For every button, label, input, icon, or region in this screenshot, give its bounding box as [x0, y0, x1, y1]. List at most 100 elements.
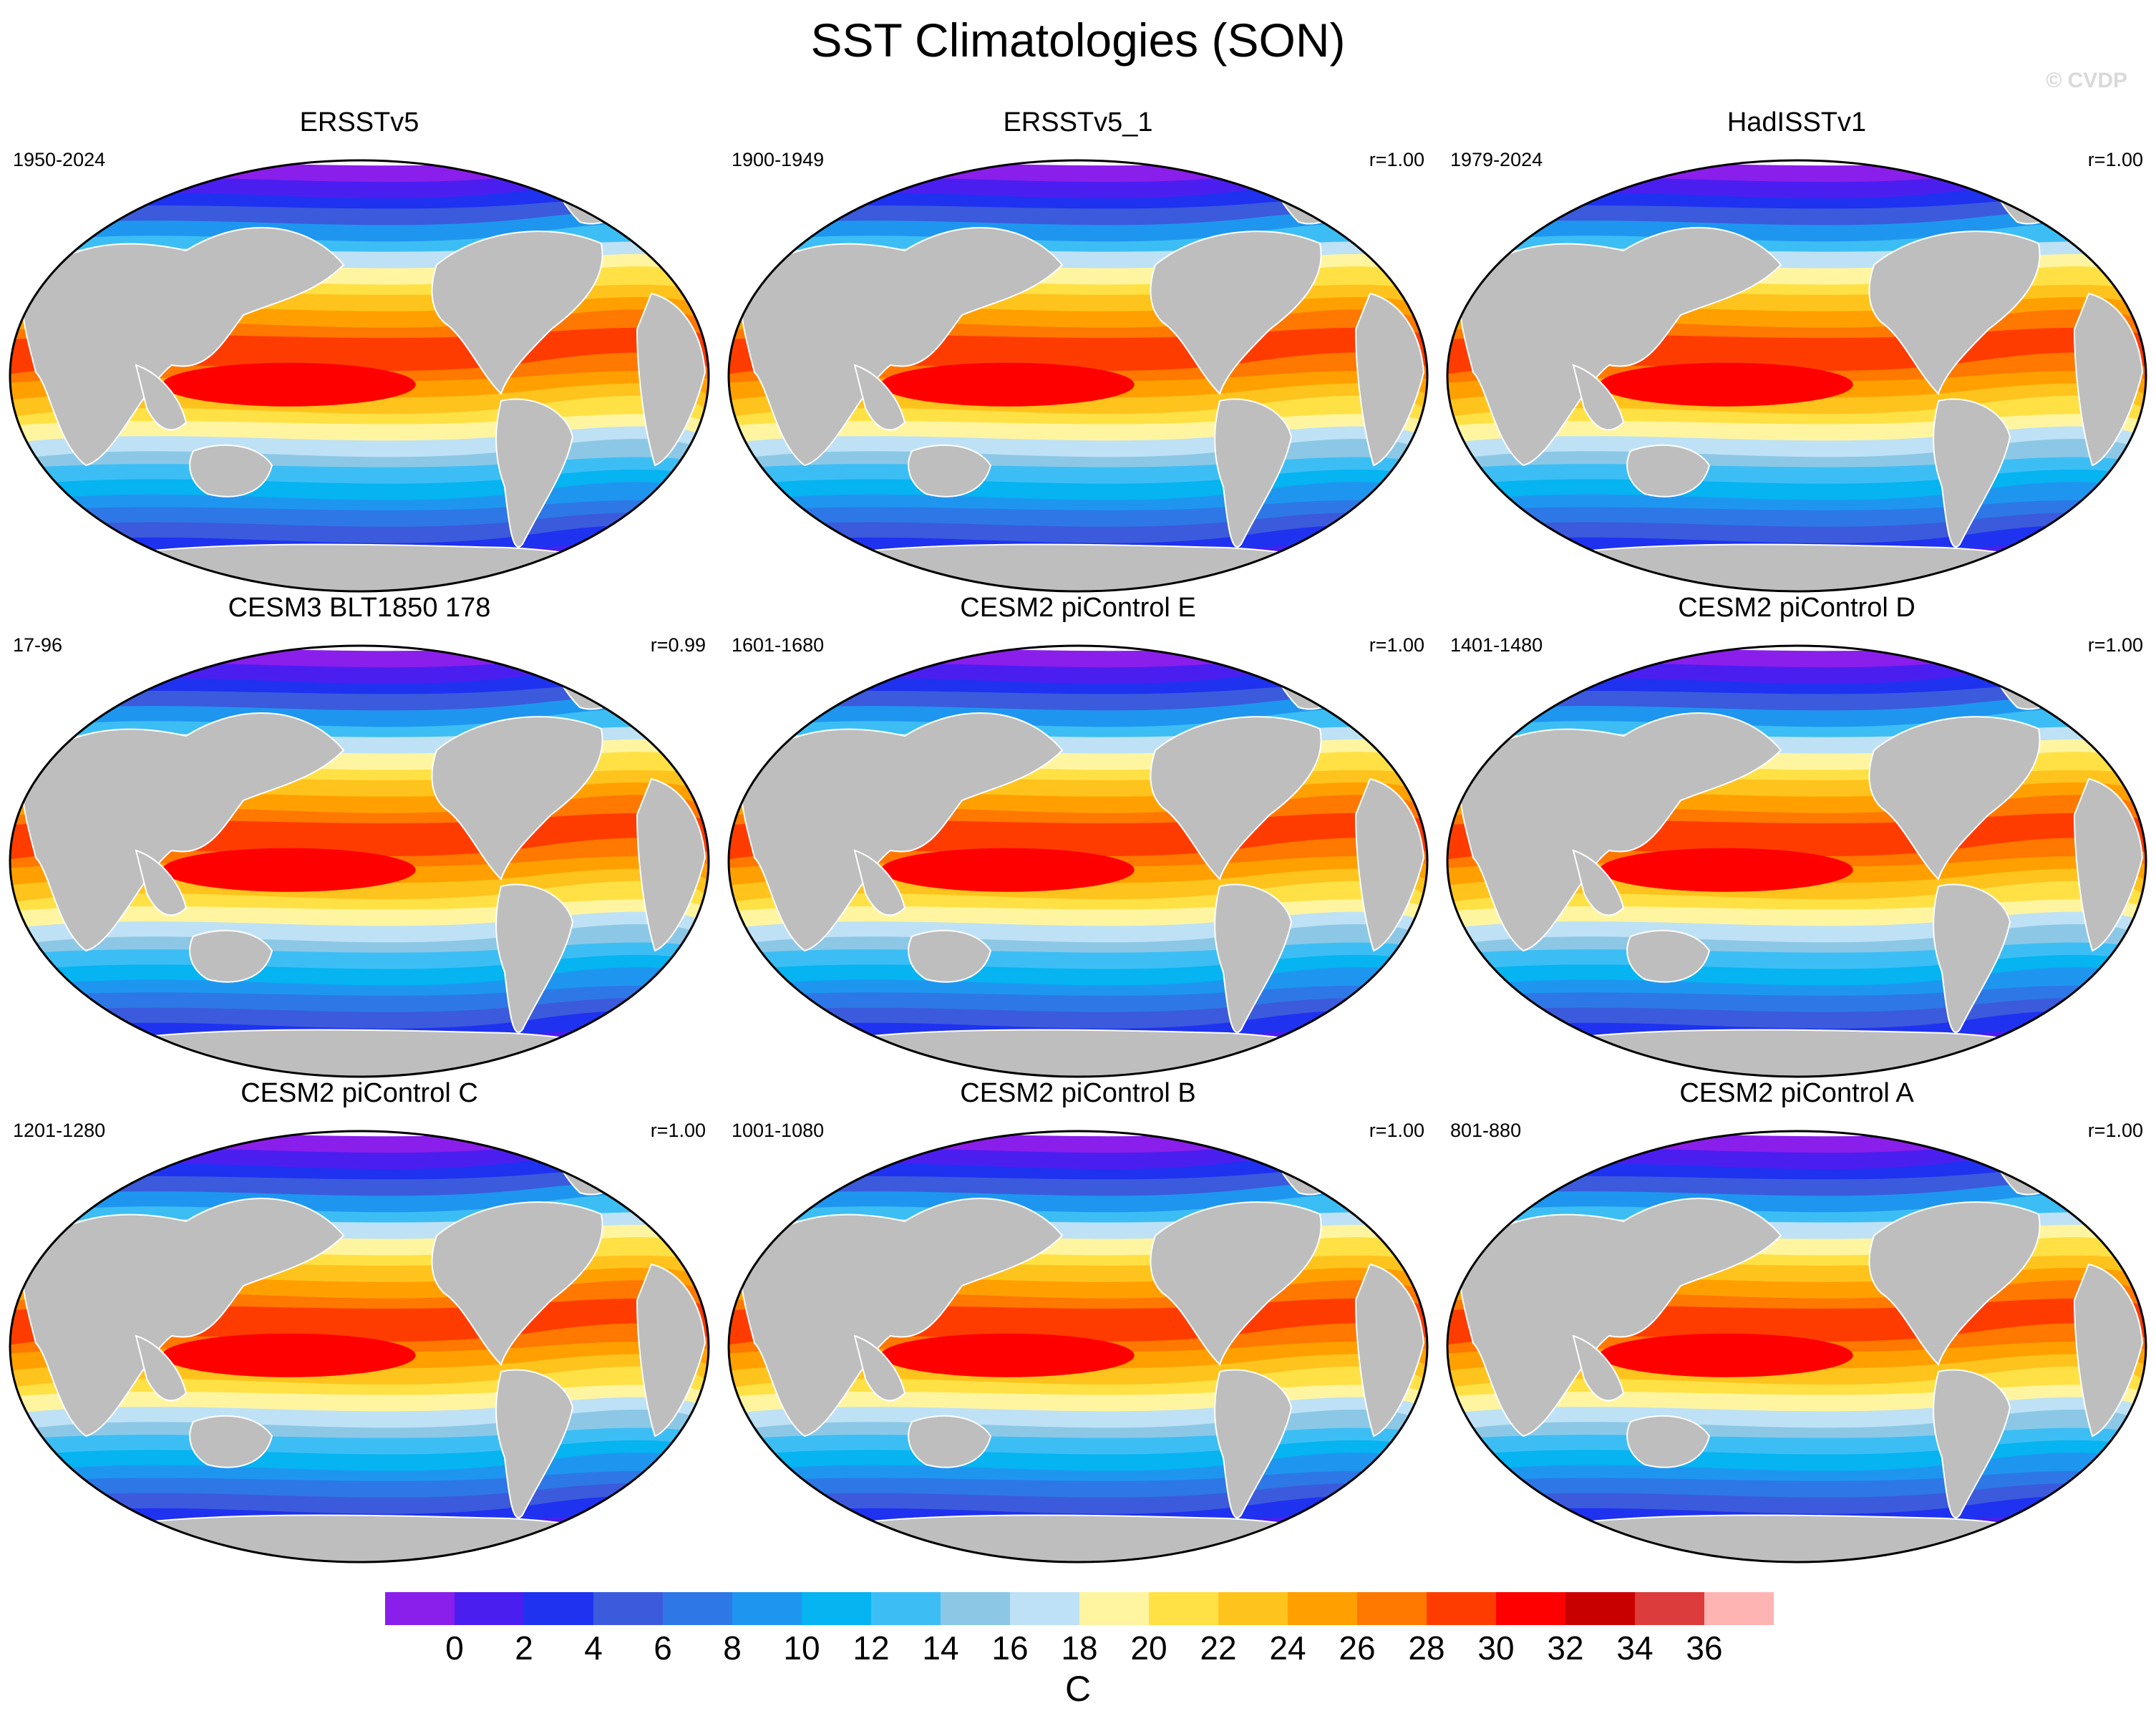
- panel-period: 17-96: [13, 634, 63, 656]
- landmass: [495, 1369, 574, 1518]
- landmass: [853, 849, 906, 916]
- map-frame: [9, 159, 710, 593]
- landmass: [1868, 716, 2041, 881]
- landmass: [431, 1201, 603, 1366]
- colorbar-tick-label: 12: [853, 1629, 889, 1667]
- panel-correlation: r=1.00: [1369, 634, 1424, 656]
- map-panel: ERSSTv5 1950-2024: [0, 107, 719, 594]
- panel-title: CESM3 BLT1850 178: [228, 593, 491, 623]
- panel-period: 1001-1080: [732, 1120, 825, 1141]
- warm-pool: [1599, 848, 1853, 892]
- sst-map: [9, 159, 710, 593]
- colorbar-tick-label: 20: [1130, 1629, 1167, 1667]
- landmass: [135, 1334, 188, 1402]
- landmass: [1933, 1369, 2011, 1518]
- panel-title: CESM2 piControl D: [1678, 593, 1915, 623]
- panel-period: 1950-2024: [13, 149, 106, 170]
- landmass: [135, 849, 188, 916]
- colorbar-tick-label: 6: [654, 1629, 672, 1667]
- landmass: [1354, 777, 1425, 952]
- warm-pool: [1599, 1333, 1853, 1377]
- landmass: [636, 777, 706, 952]
- landmass: [1150, 716, 1322, 881]
- colorbar-tick-label: 30: [1477, 1629, 1514, 1667]
- landmass: [1354, 1263, 1425, 1438]
- panel-title: HadISSTv1: [1727, 107, 1867, 137]
- landmass: [189, 929, 273, 983]
- landmass: [739, 227, 1064, 467]
- map-panel: CESM2 piControl B 1001-1080 r=1.00: [719, 1078, 1437, 1565]
- colorbar-tick-label: 8: [723, 1629, 742, 1667]
- colorbar-tick-label: 34: [1616, 1629, 1653, 1667]
- landmass: [431, 716, 603, 881]
- colorbar-tick-label: 24: [1269, 1629, 1306, 1667]
- colorbar-swatch: [1427, 1592, 1496, 1625]
- warm-pool: [880, 848, 1135, 892]
- colorbar-swatch: [941, 1592, 1010, 1625]
- map-panel: CESM2 piControl A 801-880 r=1.00: [1437, 1078, 2156, 1565]
- landmass: [739, 712, 1064, 952]
- colorbar-swatch: [802, 1592, 871, 1625]
- panel-correlation: r=1.00: [1369, 149, 1424, 170]
- watermark: © CVDP: [2046, 69, 2127, 92]
- landmass: [1214, 1369, 1293, 1518]
- map-panel: CESM2 piControl E 1601-1680 r=1.00: [719, 593, 1437, 1080]
- landmass: [1868, 1201, 2041, 1366]
- panel-period: 1401-1480: [1450, 634, 1543, 656]
- landmass: [636, 1263, 706, 1438]
- colorbar-tick-label: 14: [922, 1629, 958, 1667]
- colorbar-swatch: [1288, 1592, 1357, 1625]
- colorbar-tick-label: 26: [1339, 1629, 1375, 1667]
- landmass: [114, 1029, 652, 1077]
- panel-title: ERSSTv5: [299, 107, 419, 137]
- panel-period: 801-880: [1450, 1120, 1522, 1141]
- landmass: [1626, 1415, 1711, 1468]
- colorbar-tick-label: 28: [1408, 1629, 1444, 1667]
- colorbar-tick-label: 18: [1061, 1629, 1097, 1667]
- colorbar-tick-label: 16: [991, 1629, 1028, 1667]
- landmass: [853, 364, 906, 431]
- colorbar-swatch: [1357, 1592, 1427, 1625]
- sst-map: [727, 644, 1429, 1078]
- panel-correlation: r=0.99: [650, 634, 706, 656]
- landmass: [114, 1514, 652, 1562]
- landmass: [739, 1198, 1064, 1438]
- colorbar-swatch: [871, 1592, 941, 1625]
- colorbar-swatch: [1079, 1592, 1149, 1625]
- landmass: [495, 883, 574, 1033]
- colorbar-swatch: [593, 1592, 663, 1625]
- landmass: [1933, 398, 2011, 548]
- landmass: [20, 227, 345, 467]
- landmass: [1354, 292, 1425, 467]
- landmass: [2073, 777, 2144, 952]
- panel-period: 1601-1680: [732, 634, 825, 656]
- panel-title: CESM2 piControl C: [241, 1078, 478, 1108]
- map-panel: ERSSTv5_1 1900-1949 r=1.00: [719, 107, 1437, 594]
- panel-correlation: r=1.00: [2087, 634, 2143, 656]
- landmass: [1868, 231, 2041, 395]
- landmass: [1214, 883, 1293, 1033]
- map-frame: [727, 159, 1429, 593]
- landmass: [1457, 227, 1782, 467]
- landmass: [1150, 1201, 1322, 1366]
- panel-title: ERSSTv5_1: [1003, 107, 1153, 137]
- colorbar-swatch: [663, 1592, 732, 1625]
- colorbar-swatch: [455, 1592, 524, 1625]
- map-frame: [9, 644, 710, 1078]
- landmass: [20, 712, 345, 952]
- landmass: [853, 1334, 906, 1402]
- colorbar-swatch: [1635, 1592, 1704, 1625]
- panel-title: CESM2 piControl A: [1679, 1078, 1914, 1108]
- landmass: [2073, 1263, 2144, 1438]
- sst-map: [1446, 159, 2147, 593]
- landmass: [114, 543, 652, 591]
- map-panel: CESM3 BLT1850 178 17-96 r=0.99: [0, 593, 719, 1080]
- map-frame: [727, 644, 1429, 1078]
- map-panel: CESM2 piControl D 1401-1480 r=1.00: [1437, 593, 2156, 1080]
- landmass: [1626, 444, 1711, 498]
- panel-correlation: r=1.00: [2087, 1120, 2143, 1141]
- landmass: [135, 364, 188, 431]
- panel-correlation: r=1.00: [650, 1120, 706, 1141]
- landmass: [1572, 1334, 1625, 1402]
